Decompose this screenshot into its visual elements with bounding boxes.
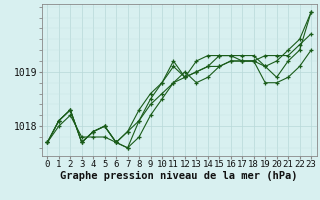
- X-axis label: Graphe pression niveau de la mer (hPa): Graphe pression niveau de la mer (hPa): [60, 171, 298, 181]
